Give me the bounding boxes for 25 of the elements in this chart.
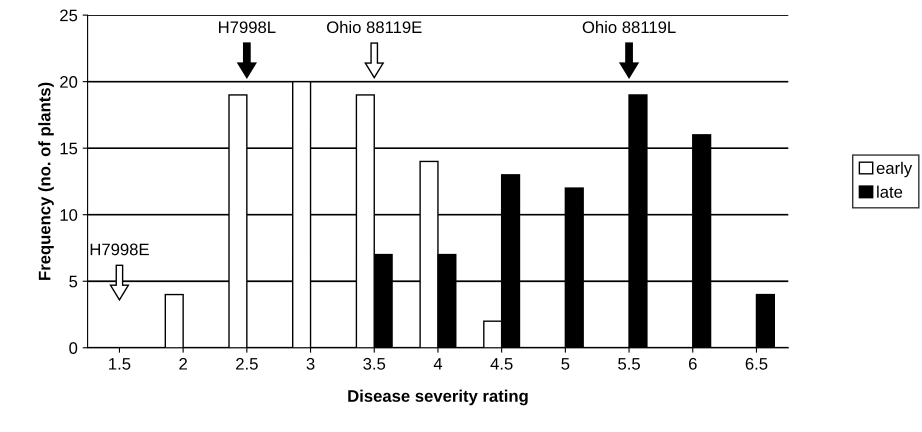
x-tick-label: 5.5 (618, 358, 640, 370)
x-tick-label: 4.5 (490, 358, 513, 370)
legend-label: late (877, 186, 902, 198)
y-tick-label: 10 (60, 209, 78, 221)
y-tick-label: 0 (69, 342, 78, 354)
x-tick-label: 5 (561, 358, 570, 370)
x-tick-label: 1.5 (109, 358, 130, 370)
y-axis-title: Frequency (no. of plants) (38, 82, 54, 280)
x-axis-title: Disease severity rating (348, 390, 528, 406)
x-tick-label: 6 (688, 358, 697, 370)
y-tick-label: 5 (69, 276, 78, 288)
legend-label: early (876, 162, 912, 178)
x-tick-label: 3 (306, 358, 314, 370)
x-tick-label: 3.5 (363, 358, 386, 370)
y-tick-label: 20 (60, 76, 78, 88)
x-tick-label: 2 (179, 358, 187, 370)
annotation: H7998E (90, 244, 149, 256)
annotation: H7998L (219, 21, 276, 34)
x-tick-label: 2.5 (236, 358, 258, 370)
y-tick-label: 25 (60, 10, 78, 22)
y-tick-label: 15 (60, 142, 78, 154)
x-tick-label: 4 (434, 358, 442, 370)
annotation: Ohio 88119E (327, 20, 422, 34)
x-tick-label: 6.5 (746, 358, 768, 370)
annotation: Ohio 88119L (582, 20, 676, 34)
